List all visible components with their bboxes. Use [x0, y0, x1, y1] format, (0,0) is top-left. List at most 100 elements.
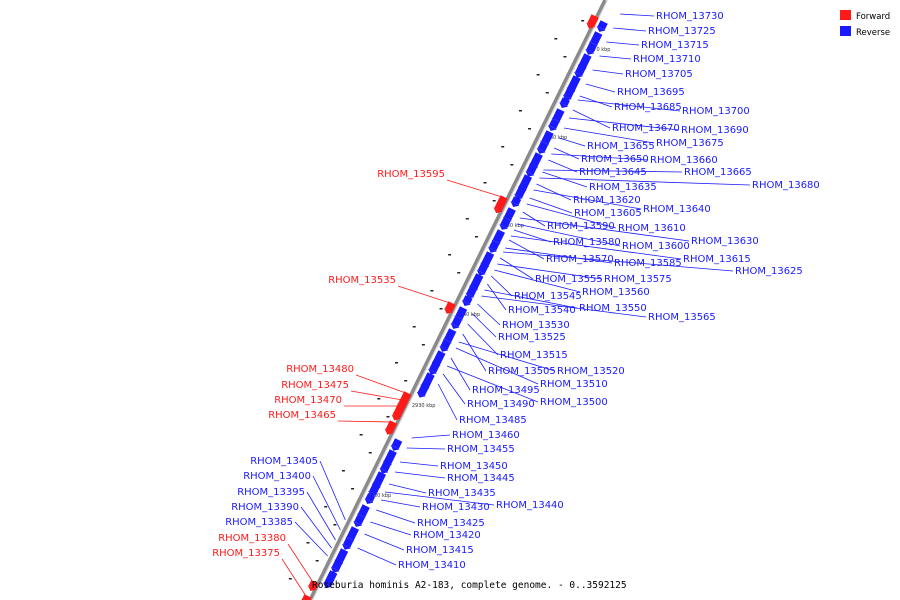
axis-marker [351, 488, 355, 490]
gene-connector [355, 374, 406, 394]
reverse-gene-label: RHOM_13435 [428, 488, 496, 499]
gene-connector [487, 283, 507, 311]
reverse-gene-label: RHOM_13400 [243, 471, 311, 482]
gene-connector [494, 269, 581, 293]
reverse-gene-label: RHOM_13675 [656, 138, 724, 149]
legend-forward-label: Forward [856, 12, 890, 22]
reverse-gene-label: RHOM_13415 [406, 545, 474, 556]
gene-connector [477, 303, 501, 326]
reverse-gene-label: RHOM_13530 [502, 320, 570, 331]
kbp-tick-label: 2970 kbp [587, 47, 611, 53]
axis-marker [457, 272, 461, 274]
gene-connector [411, 434, 451, 439]
gene-connector [491, 275, 513, 297]
forward-gene-block [586, 14, 599, 29]
reverse-gene-label: RHOM_13605 [574, 208, 642, 219]
forward-gene-label: RHOM_13380 [218, 533, 286, 544]
gene-connector [442, 373, 466, 405]
axis-marker [563, 56, 567, 58]
reverse-gene-label: RHOM_13455 [447, 444, 515, 455]
axis-marker [395, 362, 399, 364]
reverse-gene-label: RHOM_13555 [535, 274, 603, 285]
reverse-gene-label: RHOM_13540 [508, 305, 576, 316]
kbp-tick-label: 2960 kbp [544, 135, 568, 141]
reverse-gene-label: RHOM_13650 [581, 154, 649, 165]
reverse-gene-label: RHOM_13440 [496, 500, 564, 511]
reverse-gene-label: RHOM_13545 [514, 291, 582, 302]
forward-gene-label: RHOM_13375 [212, 548, 280, 559]
axis-marker [412, 326, 416, 328]
gene-connector [568, 117, 680, 131]
reverse-gene-label: RHOM_13620 [573, 195, 641, 206]
gene-connector [510, 235, 682, 260]
reverse-gene-label: RHOM_13615 [683, 254, 751, 265]
forward-gene-block [444, 301, 456, 314]
axis-marker [554, 38, 558, 40]
forward-gene-label: RHOM_13535 [328, 275, 396, 286]
gene-connector [455, 347, 539, 385]
legend-reverse-swatch [840, 26, 851, 36]
gene-connector [458, 341, 556, 372]
reverse-gene-block [416, 383, 430, 398]
kbp-tick-label: 2940 kbp [457, 312, 481, 318]
reverse-gene-block [450, 317, 462, 329]
reverse-gene-label: RHOM_13635 [589, 182, 657, 193]
gene-connector [481, 295, 647, 318]
reverse-gene-label: RHOM_13490 [467, 399, 535, 410]
forward-gene-label: RHOM_13480 [286, 364, 354, 375]
reverse-gene-label: RHOM_13680 [752, 180, 820, 191]
reverse-gene-label: RHOM_13385 [225, 517, 293, 528]
reverse-gene-block [353, 515, 365, 527]
reverse-gene-label: RHOM_13500 [540, 397, 608, 408]
gene-connector [519, 217, 690, 242]
gene-connector [300, 506, 332, 549]
axis-marker [581, 20, 585, 22]
axis-marker [324, 506, 328, 508]
reverse-gene-label: RHOM_13445 [447, 473, 515, 484]
gene-connector [606, 41, 640, 46]
forward-gene-block [307, 580, 319, 591]
reverse-gene-label: RHOM_13715 [641, 40, 709, 51]
axis-marker [439, 308, 443, 310]
reverse-gene-block [439, 339, 451, 352]
gene-connector [522, 211, 546, 227]
gene-connector [337, 420, 392, 423]
genome-caption: Roseburia hominis A2-183, complete genom… [312, 580, 627, 591]
gene-connector [564, 127, 655, 144]
gene-connector [579, 95, 613, 108]
label-layer: RHOM_13730 RHOM_13725 RHOM_13715 RHOM_13710… [212, 11, 820, 571]
gene-connector [319, 460, 346, 521]
gene-connector [406, 447, 446, 450]
kbp-tick-label: 2920 kbp [368, 493, 392, 499]
gene-connector [446, 179, 503, 198]
axis-marker [474, 236, 478, 238]
axis-marker [492, 200, 496, 202]
gene-connector [306, 491, 336, 541]
gene-connector [294, 521, 328, 557]
genome-axis-highlight [312, 0, 608, 600]
gene-connector [381, 499, 421, 508]
axis-marker [421, 344, 425, 346]
gene-layer [299, 14, 608, 600]
reverse-gene-label: RHOM_13655 [587, 141, 655, 152]
reverse-gene-label: RHOM_13610 [618, 223, 686, 234]
reverse-gene-label: RHOM_13520 [557, 366, 625, 377]
reverse-gene-label: RHOM_13570 [546, 254, 614, 265]
reverse-gene-label: RHOM_13515 [500, 350, 568, 361]
gene-connector [437, 383, 458, 421]
reverse-gene-label: RHOM_13410 [398, 560, 466, 571]
reverse-gene-label: RHOM_13510 [540, 379, 608, 390]
reverse-gene-label: RHOM_13600 [622, 241, 690, 252]
gene-connector [370, 521, 412, 536]
gene-connector [585, 83, 616, 93]
forward-gene-block [493, 195, 508, 214]
reverse-gene-label: RHOM_13725 [648, 26, 716, 37]
gene-connector [508, 239, 545, 260]
reverse-gene-block [390, 438, 403, 451]
reverse-gene-label: RHOM_13390 [231, 502, 299, 513]
reverse-gene-label: RHOM_13575 [604, 274, 672, 285]
gene-connector [543, 169, 683, 173]
reverse-gene-block [559, 97, 570, 108]
axis-marker [386, 416, 390, 418]
